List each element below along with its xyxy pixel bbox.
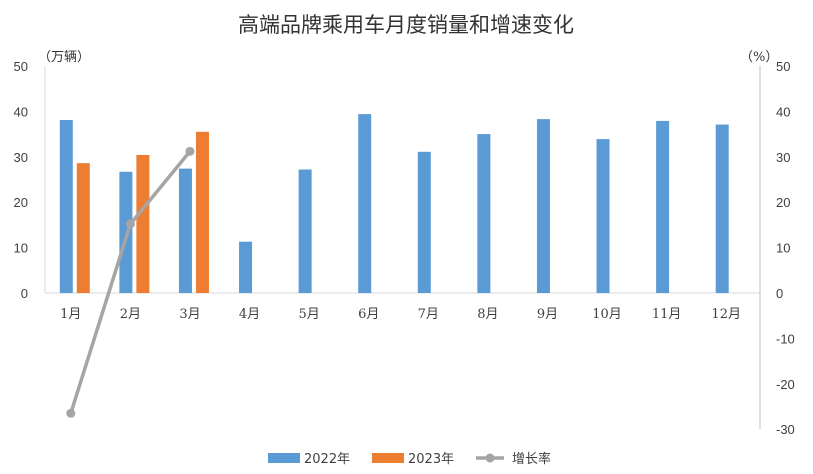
bar-2023 <box>76 163 90 293</box>
category-label: 4月 <box>239 307 260 322</box>
right-tick-label: -20 <box>776 377 795 392</box>
legend-label: 2023年 <box>408 452 454 467</box>
chart-title: 高端品牌乘用车月度销量和增速变化 <box>238 13 574 37</box>
right-axis-unit: （%） <box>740 50 778 65</box>
right-tick-label: -30 <box>776 422 795 437</box>
growth-line <box>66 146 195 418</box>
bar-2022 <box>417 151 431 293</box>
growth-rate-point <box>66 408 76 418</box>
bar-2022 <box>119 171 133 293</box>
growth-rate-point <box>125 219 135 229</box>
bar-2023 <box>195 131 209 293</box>
left-tick-label: 10 <box>14 241 28 256</box>
legend-swatch <box>268 453 300 463</box>
left-axis-unit: （万辆） <box>38 50 90 65</box>
legend-label: 增长率 <box>512 451 551 467</box>
left-tick-label: 50 <box>14 59 28 74</box>
category-label: 7月 <box>418 307 439 322</box>
bar-2023 <box>136 154 150 293</box>
bar-2022 <box>239 241 253 293</box>
right-tick-label: 20 <box>776 195 790 210</box>
bar-2022 <box>298 169 312 293</box>
category-label: 6月 <box>358 307 379 322</box>
bar-2022 <box>536 119 550 293</box>
category-label: 1月 <box>60 307 81 322</box>
bar-2022 <box>59 120 73 293</box>
legend-swatch <box>485 453 495 463</box>
bar-2022 <box>596 139 610 293</box>
bars <box>59 114 729 294</box>
category-label: 11月 <box>652 307 682 322</box>
left-tick-label: 20 <box>14 195 28 210</box>
right-tick-label: 40 <box>776 104 790 119</box>
legend-label: 2022年 <box>304 452 350 467</box>
right-tick-label: 0 <box>776 286 783 301</box>
right-tick-label: 10 <box>776 241 790 256</box>
bar-2022 <box>656 120 670 294</box>
bar-2022 <box>178 168 192 293</box>
axes <box>44 66 761 430</box>
category-label: 12月 <box>711 307 741 322</box>
growth-rate-point <box>185 146 195 156</box>
right-tick-label: -10 <box>776 331 795 346</box>
legend-swatch <box>372 453 404 463</box>
left-tick-label: 40 <box>14 104 28 119</box>
category-label: 5月 <box>298 307 319 322</box>
category-label: 3月 <box>179 307 200 322</box>
tick-labels: 0 10 20 30 40 50 -30 -20 -10 0 10 20 30 40 50 1月 2月 3月 4月 5… <box>14 59 795 437</box>
left-tick-label: 30 <box>14 150 28 165</box>
bar-2022 <box>715 124 729 293</box>
bar-2022 <box>477 134 491 293</box>
category-label: 9月 <box>537 307 558 322</box>
right-tick-label: 30 <box>776 150 790 165</box>
category-label: 8月 <box>477 307 498 322</box>
category-label: 10月 <box>592 307 622 322</box>
left-tick-label: 0 <box>21 286 28 301</box>
legend: 2022年 2023年 增长率 <box>268 451 551 467</box>
right-tick-label: 50 <box>776 59 790 74</box>
bar-2022 <box>358 114 372 294</box>
category-label: 2月 <box>120 307 141 322</box>
